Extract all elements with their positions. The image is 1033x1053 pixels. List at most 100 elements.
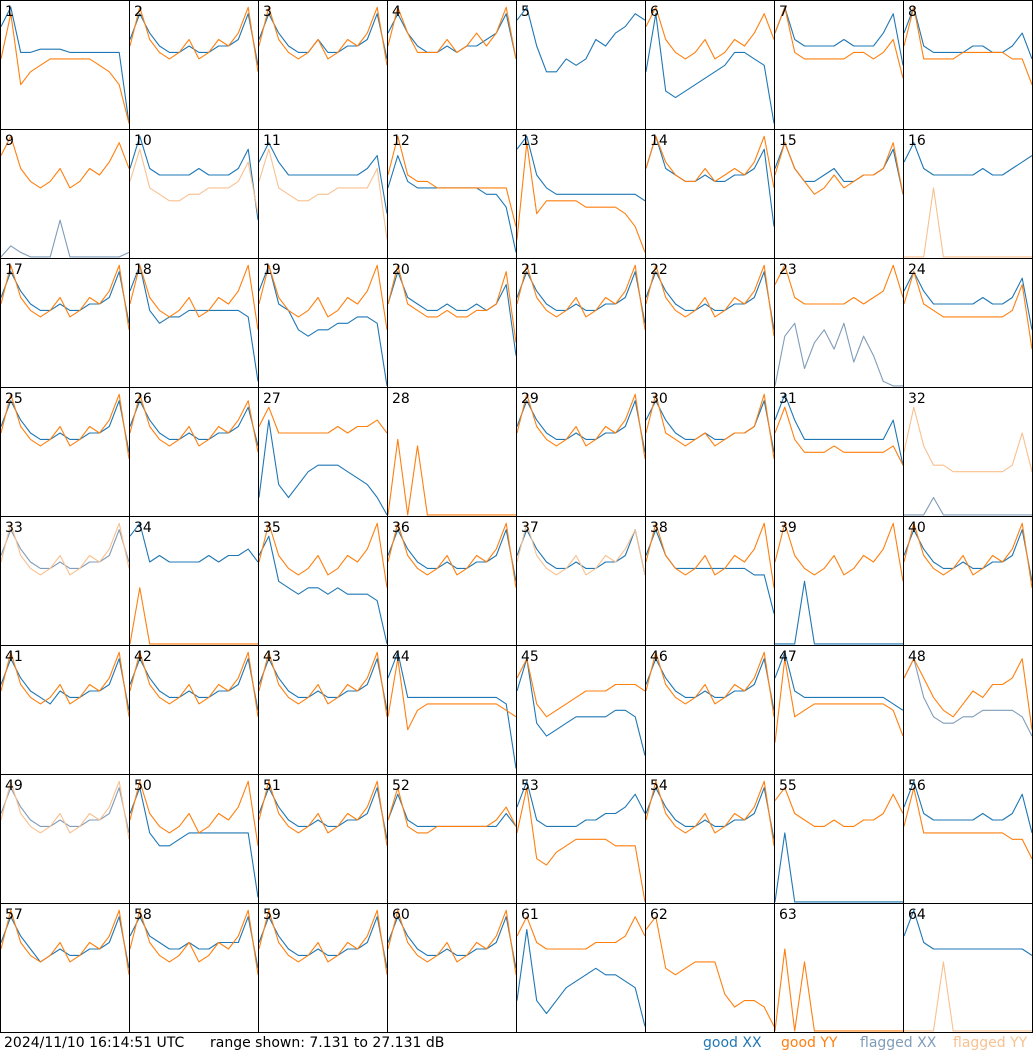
antenna-number: 41: [5, 649, 23, 665]
antenna-number: 15: [779, 133, 797, 149]
panel-frame: [387, 903, 517, 1033]
spectrum: [259, 148, 387, 240]
panel: 42: [129, 645, 259, 775]
spectrum: [775, 787, 903, 827]
spectrum: [1, 780, 129, 840]
panel: 26: [129, 387, 259, 517]
spectrum: [388, 135, 516, 227]
antenna-number: 63: [779, 907, 797, 923]
spectrum: [259, 909, 387, 975]
panel-frame: [645, 903, 775, 1033]
spectrum: [904, 6, 1032, 60]
panel: 36: [387, 516, 517, 646]
spectrum: [517, 780, 645, 827]
antenna-number: 3: [263, 4, 272, 20]
panel: 48: [903, 645, 1033, 775]
spectrum: [130, 780, 258, 846]
antenna-number: 40: [908, 520, 926, 536]
panel: 53: [516, 774, 646, 904]
panel: 8: [903, 0, 1033, 130]
spectrum: [1, 135, 129, 189]
antenna-number: 17: [5, 262, 23, 278]
panel: 12: [387, 129, 517, 259]
panel-frame: [387, 516, 517, 646]
spectrum: [388, 264, 516, 343]
spectrum: [130, 264, 258, 382]
spectrum: [1, 219, 129, 258]
panel: 9: [0, 129, 130, 259]
spectrum: [775, 651, 903, 711]
panel: 11: [258, 129, 388, 259]
spectrum: [259, 535, 387, 645]
panel-frame: [645, 774, 775, 904]
spectrum: [130, 651, 258, 717]
antenna-number: 16: [908, 133, 926, 149]
panel: 30: [645, 387, 775, 517]
spectrum: [904, 271, 1032, 330]
panel: 39: [774, 516, 904, 646]
antenna-number: 59: [263, 907, 281, 923]
antenna-number: 50: [134, 778, 152, 794]
panel-frame: [258, 774, 388, 904]
spectrum: [775, 832, 903, 903]
panel: 41: [0, 645, 130, 775]
spectrum: [517, 658, 645, 756]
antenna-number: 20: [392, 262, 410, 278]
panel-frame: [516, 0, 646, 130]
spectrum: [388, 909, 516, 975]
panel-frame: [645, 516, 775, 646]
antenna-number: 14: [650, 133, 668, 149]
antenna-number: 33: [5, 520, 23, 536]
panel-frame: [387, 774, 517, 904]
panel: 20: [387, 258, 517, 388]
spectrum: [517, 393, 645, 459]
antenna-number: 26: [134, 391, 152, 407]
panel: 18: [129, 258, 259, 388]
spectrum: [775, 580, 903, 645]
spectrum: [775, 6, 903, 66]
antenna-number: 1: [5, 4, 14, 20]
panel-frame: [774, 516, 904, 646]
antenna-number: 29: [521, 391, 539, 407]
spectrum: [1, 651, 129, 717]
spectrum: [130, 6, 258, 72]
antenna-number: 12: [392, 133, 410, 149]
panel-frame: [387, 645, 517, 775]
antenna-number: 9: [5, 133, 14, 149]
spectrum: [646, 135, 774, 189]
antenna-number: 28: [392, 391, 410, 407]
antenna-number: 53: [521, 778, 539, 794]
antenna-number: 54: [650, 778, 668, 794]
spectrum: [904, 658, 1032, 730]
spectrum: [646, 651, 774, 717]
antenna-number: 51: [263, 778, 281, 794]
antenna-number: 2: [134, 4, 143, 20]
spectrum: [904, 909, 1032, 956]
spectrum: [259, 406, 387, 434]
antenna-number: 21: [521, 262, 539, 278]
panel: 34: [129, 516, 259, 646]
antenna-number: 36: [392, 520, 410, 536]
antenna-number: 38: [650, 520, 668, 536]
panel: 28: [387, 387, 517, 517]
panel: 58: [129, 903, 259, 1033]
panel: 14: [645, 129, 775, 259]
antenna-number: 58: [134, 907, 152, 923]
panel: 38: [645, 516, 775, 646]
panel: 47: [774, 645, 904, 775]
panel: 7: [774, 0, 904, 130]
antenna-number: 11: [263, 133, 281, 149]
spectrum: [130, 264, 258, 330]
spectrum: [130, 909, 258, 975]
spectrum: [775, 264, 903, 305]
spectrum: [646, 13, 774, 124]
panel-frame: [774, 645, 904, 775]
spectrum: [904, 271, 1032, 350]
panel-frame: [387, 0, 517, 130]
panel-frame: [645, 387, 775, 517]
panel-frame: [903, 0, 1033, 130]
panel-frame: [258, 903, 388, 1033]
spectrum: [904, 187, 1032, 258]
panel: 52: [387, 774, 517, 904]
